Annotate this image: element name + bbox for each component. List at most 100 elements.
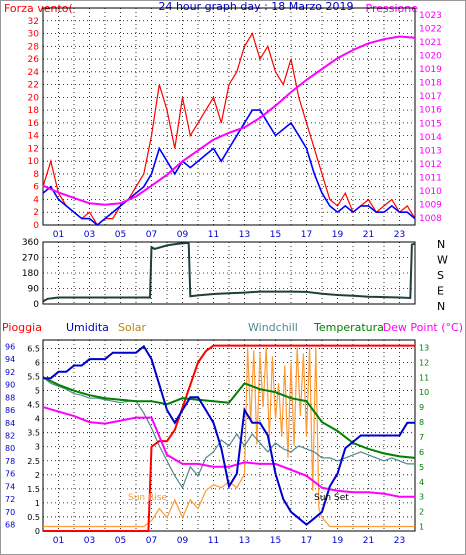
top-left-tick-label: 2 — [33, 208, 39, 218]
bot-x-tick-label: 21 — [363, 536, 374, 546]
top-left-tick-label: 26 — [28, 55, 40, 65]
mid-compass-label: N — [437, 300, 445, 313]
bot-series-line — [42, 406, 415, 498]
bot-humidity-tick-label: 68 — [5, 521, 15, 530]
top-right-tick-label: 1022 — [419, 24, 442, 34]
bot-x-tick-label: 11 — [208, 536, 219, 546]
top-left-tick-label: 30 — [28, 30, 40, 40]
top-right-tick-label: 1015 — [419, 119, 442, 129]
mid-left-tick-label: 180 — [22, 269, 39, 279]
top-left-tick-label: 14 — [28, 132, 40, 142]
legend-temperatura: Temperatura — [313, 321, 384, 334]
top-right-tick-label: 1012 — [419, 160, 442, 170]
bot-series-line — [43, 347, 415, 528]
bot-x-tick-label: 01 — [53, 536, 64, 546]
bot-rain-tick-label: 4.5 — [27, 401, 40, 410]
top-left-tick-label: 8 — [33, 170, 39, 180]
top-left-tick-label: 24 — [28, 68, 40, 78]
top-left-tick-label: 22 — [28, 81, 39, 91]
top-left-tick-label: 28 — [28, 42, 40, 52]
top-x-tick-label: 19 — [332, 230, 344, 240]
bot-humidity-tick-label: 78 — [5, 457, 15, 466]
top-right-tick-label: 1020 — [419, 51, 442, 61]
bot-temp-tick-label: 9 — [419, 403, 424, 412]
bot-temp-tick-label: 3 — [419, 493, 424, 502]
bot-temp-tick-label: 2 — [419, 508, 424, 517]
mid-compass-label: S — [437, 269, 444, 282]
top-x-tick-label: 17 — [301, 230, 312, 240]
legend-dewpoint: Dew Point (°C) — [383, 321, 463, 334]
series-layer — [42, 32, 416, 532]
mid-left-tick-label: 360 — [22, 238, 39, 248]
bot-humidity-tick-label: 94 — [5, 355, 15, 364]
top-x-tick-label: 01 — [53, 230, 64, 240]
top-right-tick-label: 1017 — [419, 92, 442, 102]
bot-rain-tick-label: 0 — [35, 527, 40, 536]
bot-humidity-tick-label: 70 — [5, 508, 15, 517]
bot-humidity-tick-label: 74 — [5, 482, 15, 491]
axis-layer: 0246810121416182022242628303210081009101… — [5, 11, 448, 546]
top-x-tick-label: 21 — [363, 230, 374, 240]
bot-temp-tick-label: 5 — [419, 463, 424, 472]
bot-rain-tick-label: 0.5 — [27, 513, 40, 522]
top-right-tick-label: 1023 — [419, 11, 442, 21]
mid-compass-label: E — [437, 285, 444, 298]
mid-series-line — [42, 241, 416, 303]
top-left-label: Forza vento( — [4, 2, 73, 15]
top-left-tick-label: 32 — [28, 17, 39, 27]
top-x-tick-label: 23 — [394, 230, 405, 240]
bot-temp-tick-label: 11 — [419, 373, 429, 382]
bot-humidity-tick-label: 76 — [5, 470, 15, 479]
bot-rain-tick-label: 2 — [35, 471, 40, 480]
bot-temp-tick-label: 6 — [419, 448, 424, 457]
bot-humidity-tick-label: 86 — [5, 406, 15, 415]
top-x-tick-label: 11 — [208, 230, 219, 240]
bot-series-line — [43, 344, 415, 526]
bot-humidity-tick-label: 84 — [5, 419, 15, 428]
grid-layer — [43, 8, 415, 531]
legend-pioggia: Pioggia — [2, 321, 42, 334]
bot-rain-tick-label: 4 — [35, 415, 40, 424]
bot-rain-tick-label: 6.5 — [27, 344, 40, 353]
top-left-tick-label: 20 — [28, 93, 40, 103]
top-right-tick-label: 1009 — [419, 201, 442, 211]
bot-humidity-tick-label: 80 — [5, 444, 15, 453]
bot-rain-tick-label: 5 — [35, 387, 40, 396]
bot-series-line — [42, 376, 415, 490]
legend-umidita: Umidita — [66, 321, 109, 334]
top-x-tick-label: 05 — [115, 230, 126, 240]
mid-compass-label: W — [437, 254, 448, 267]
top-right-tick-label: 1011 — [419, 174, 442, 184]
top-right-tick-label: 1010 — [419, 187, 442, 197]
mid-left-tick-label: 0 — [33, 300, 39, 310]
top-right-tick-label: 1021 — [419, 38, 442, 48]
bot-x-tick-label: 15 — [270, 536, 281, 546]
sun-set-label: Sun Set — [314, 493, 349, 503]
bot-x-tick-label: 17 — [301, 536, 312, 546]
top-right-tick-label: 1008 — [419, 214, 442, 224]
top-left-tick-label: 12 — [28, 144, 39, 154]
bot-rain-tick-label: 3.5 — [27, 429, 40, 438]
bot-temp-tick-label: 8 — [419, 418, 424, 427]
bot-humidity-tick-label: 96 — [5, 342, 15, 351]
top-left-tick-label: 4 — [33, 195, 39, 205]
top-x-tick-label: 07 — [146, 230, 157, 240]
top-right-tick-label: 1013 — [419, 146, 442, 156]
legend-solar: Solar — [118, 321, 147, 334]
bot-x-tick-label: 03 — [84, 536, 95, 546]
sun-rise-label: Sun Rise — [128, 493, 167, 503]
mid-left-tick-label: 270 — [22, 254, 39, 264]
bot-x-tick-label: 19 — [332, 536, 344, 546]
top-right-tick-label: 1014 — [419, 133, 442, 143]
bot-temp-tick-label: 10 — [419, 388, 429, 397]
bot-x-tick-label: 13 — [239, 536, 250, 546]
bot-humidity-tick-label: 72 — [5, 495, 15, 504]
top-x-tick-label: 13 — [239, 230, 250, 240]
bot-rain-tick-label: 5.5 — [27, 373, 40, 382]
top-left-tick-label: 10 — [28, 157, 40, 167]
bot-temp-tick-label: 1 — [419, 523, 424, 532]
top-right-tick-label: 1016 — [419, 106, 442, 116]
bot-temp-tick-label: 13 — [419, 343, 429, 352]
